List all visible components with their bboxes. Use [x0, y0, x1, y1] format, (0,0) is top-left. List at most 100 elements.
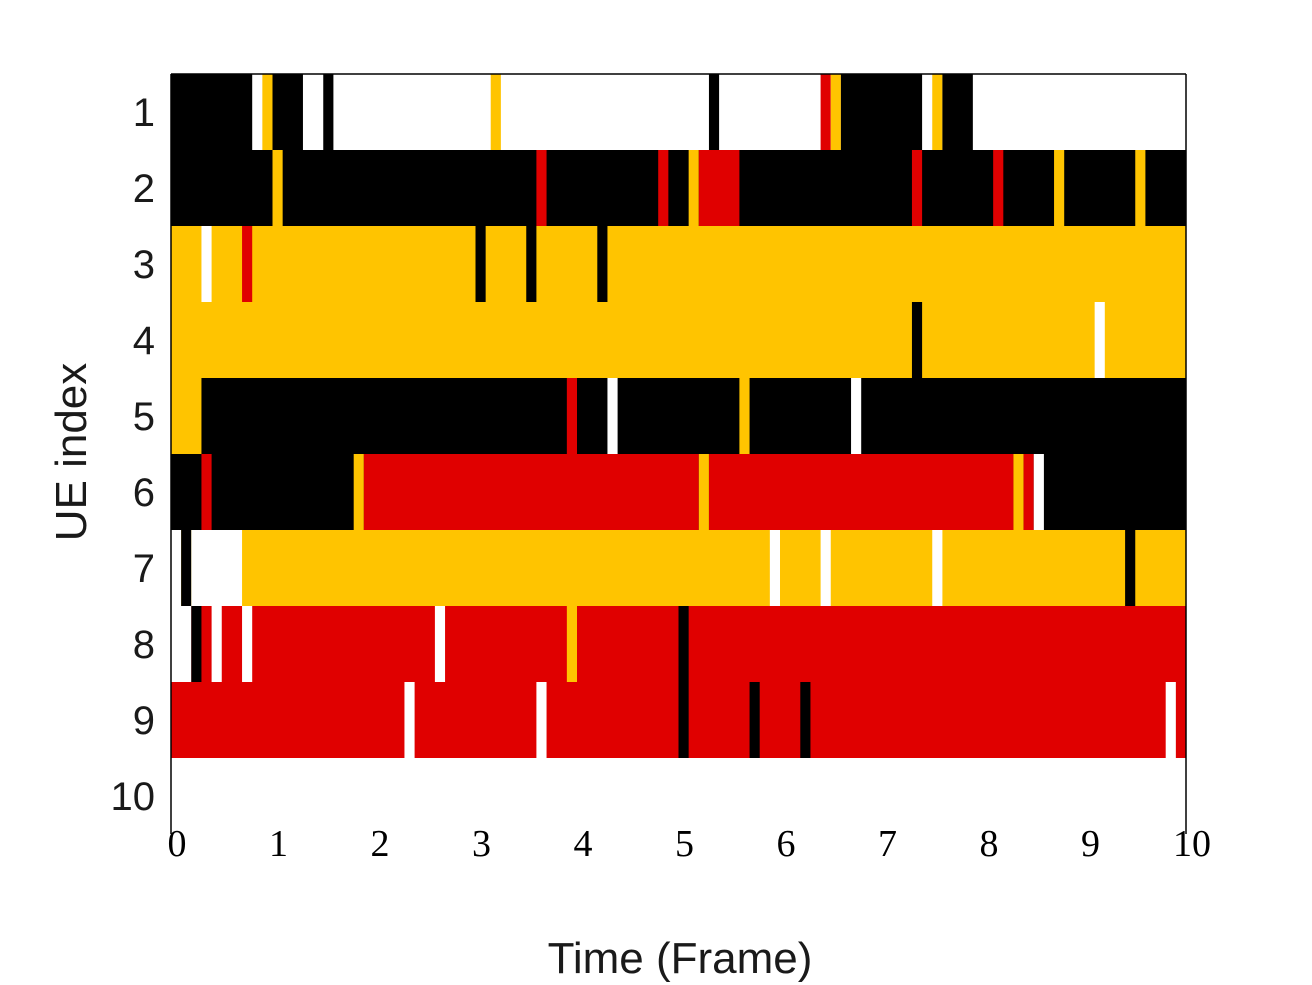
row-background	[171, 530, 1186, 607]
x-tick-label: 3	[472, 823, 491, 865]
schedule-segment	[851, 378, 862, 455]
schedule-segment	[769, 530, 780, 607]
schedule-segment	[363, 454, 699, 531]
schedule-segment	[739, 378, 750, 455]
ue-row-4	[171, 302, 1186, 379]
x-tick-label: 4	[574, 823, 593, 865]
schedule-segment	[1013, 454, 1024, 531]
schedule-segment	[698, 454, 709, 531]
ue-row-2	[171, 150, 1186, 227]
schedule-segment	[993, 150, 1004, 227]
schedule-segment	[1023, 454, 1034, 531]
ue-row-6	[171, 454, 1186, 531]
schedule-segment	[708, 454, 1014, 531]
schedule-segment	[171, 378, 202, 455]
y-tick-label: 7	[133, 547, 155, 591]
schedule-segment	[262, 74, 273, 151]
schedule-segment	[536, 682, 547, 759]
ue-row-9	[171, 682, 1186, 759]
ue-row-5	[171, 378, 1186, 455]
schedule-segment	[1165, 682, 1176, 759]
schedule-segment	[490, 74, 501, 151]
schedule-segment	[698, 150, 740, 227]
schedule-segment	[678, 606, 689, 683]
schedule-segment	[536, 150, 547, 227]
schedule-segment	[911, 302, 923, 379]
x-tick-label: 6	[777, 823, 796, 865]
row-background	[171, 74, 1186, 151]
schedule-segment	[658, 150, 669, 227]
y-tick-label: 5	[133, 395, 155, 439]
x-tick-label: 0	[168, 823, 187, 865]
schedule-segment	[1054, 150, 1065, 227]
x-tick-label: 1	[269, 823, 288, 865]
y-tick-label: 3	[133, 243, 155, 287]
axes-frame	[170, 73, 1187, 834]
schedule-segment	[272, 74, 303, 151]
y-tick-labels: 1 2 3 4 5 6 7 8 9 10	[111, 91, 156, 819]
schedule-segment	[607, 378, 618, 455]
row-background	[171, 302, 1186, 379]
schedule-segment	[211, 606, 222, 683]
schedule-segment	[749, 682, 760, 759]
row-background	[171, 378, 1186, 455]
schedule-segment	[526, 226, 537, 303]
row-background	[171, 758, 1186, 835]
schedule-segment	[1135, 150, 1146, 227]
schedule-segment	[353, 454, 364, 531]
x-tick-label: 10	[1173, 823, 1211, 865]
y-tick-label: 8	[133, 623, 155, 667]
row-background	[171, 226, 1186, 303]
schedule-segment	[678, 682, 689, 759]
schedule-segment	[171, 74, 253, 151]
schedule-segment	[820, 530, 831, 607]
y-tick-label: 4	[133, 319, 155, 363]
schedule-segment	[171, 606, 192, 683]
schedule-segment	[800, 682, 811, 759]
x-tick-label: 2	[371, 823, 390, 865]
y-tick-label: 2	[133, 167, 155, 211]
schedule-segment	[475, 226, 486, 303]
schedule-segment	[911, 150, 923, 227]
schedule-segment	[272, 150, 283, 227]
x-tick-labels: 0 1 2 3 4 5 6 7 8 9 10	[168, 823, 1212, 865]
schedule-segment	[201, 226, 212, 303]
x-tick-label: 8	[980, 823, 999, 865]
schedule-segment	[566, 606, 577, 683]
plot-area	[171, 74, 1186, 835]
schedule-segment	[1125, 530, 1136, 607]
schedule-segment	[171, 530, 182, 607]
schedule-segment	[191, 530, 243, 607]
schedule-segment	[191, 606, 202, 683]
y-axis-label: UE index	[47, 363, 96, 542]
schedule-segment	[840, 74, 923, 151]
schedule-segment	[201, 454, 212, 531]
schedule-segment	[242, 226, 253, 303]
ue-row-7	[171, 530, 1186, 607]
schedule-segment	[688, 150, 699, 227]
row-background	[171, 150, 1186, 227]
schedule-segment	[1094, 302, 1105, 379]
x-axis-label: Time (Frame)	[548, 934, 813, 983]
ue-row-10	[171, 758, 1186, 835]
schedule-segment	[932, 74, 943, 151]
x-tick-label: 9	[1081, 823, 1100, 865]
schedule-segment	[434, 606, 446, 683]
ue-row-3	[171, 226, 1186, 303]
y-tick-label: 6	[133, 471, 155, 515]
schedule-segment	[323, 74, 334, 151]
schedule-segment	[1033, 454, 1044, 531]
y-tick-label: 10	[111, 775, 156, 819]
y-tick-label: 1	[133, 91, 155, 135]
schedule-segment	[404, 682, 415, 759]
x-tick-label: 7	[878, 823, 897, 865]
schedule-segment	[181, 530, 192, 607]
schedule-segment	[932, 530, 943, 607]
schedule-segment	[830, 74, 841, 151]
schedule-segment	[708, 74, 720, 151]
schedule-segment	[820, 74, 831, 151]
schedule-segment	[566, 378, 577, 455]
schedule-segment	[242, 606, 253, 683]
schedule-segment	[597, 226, 608, 303]
